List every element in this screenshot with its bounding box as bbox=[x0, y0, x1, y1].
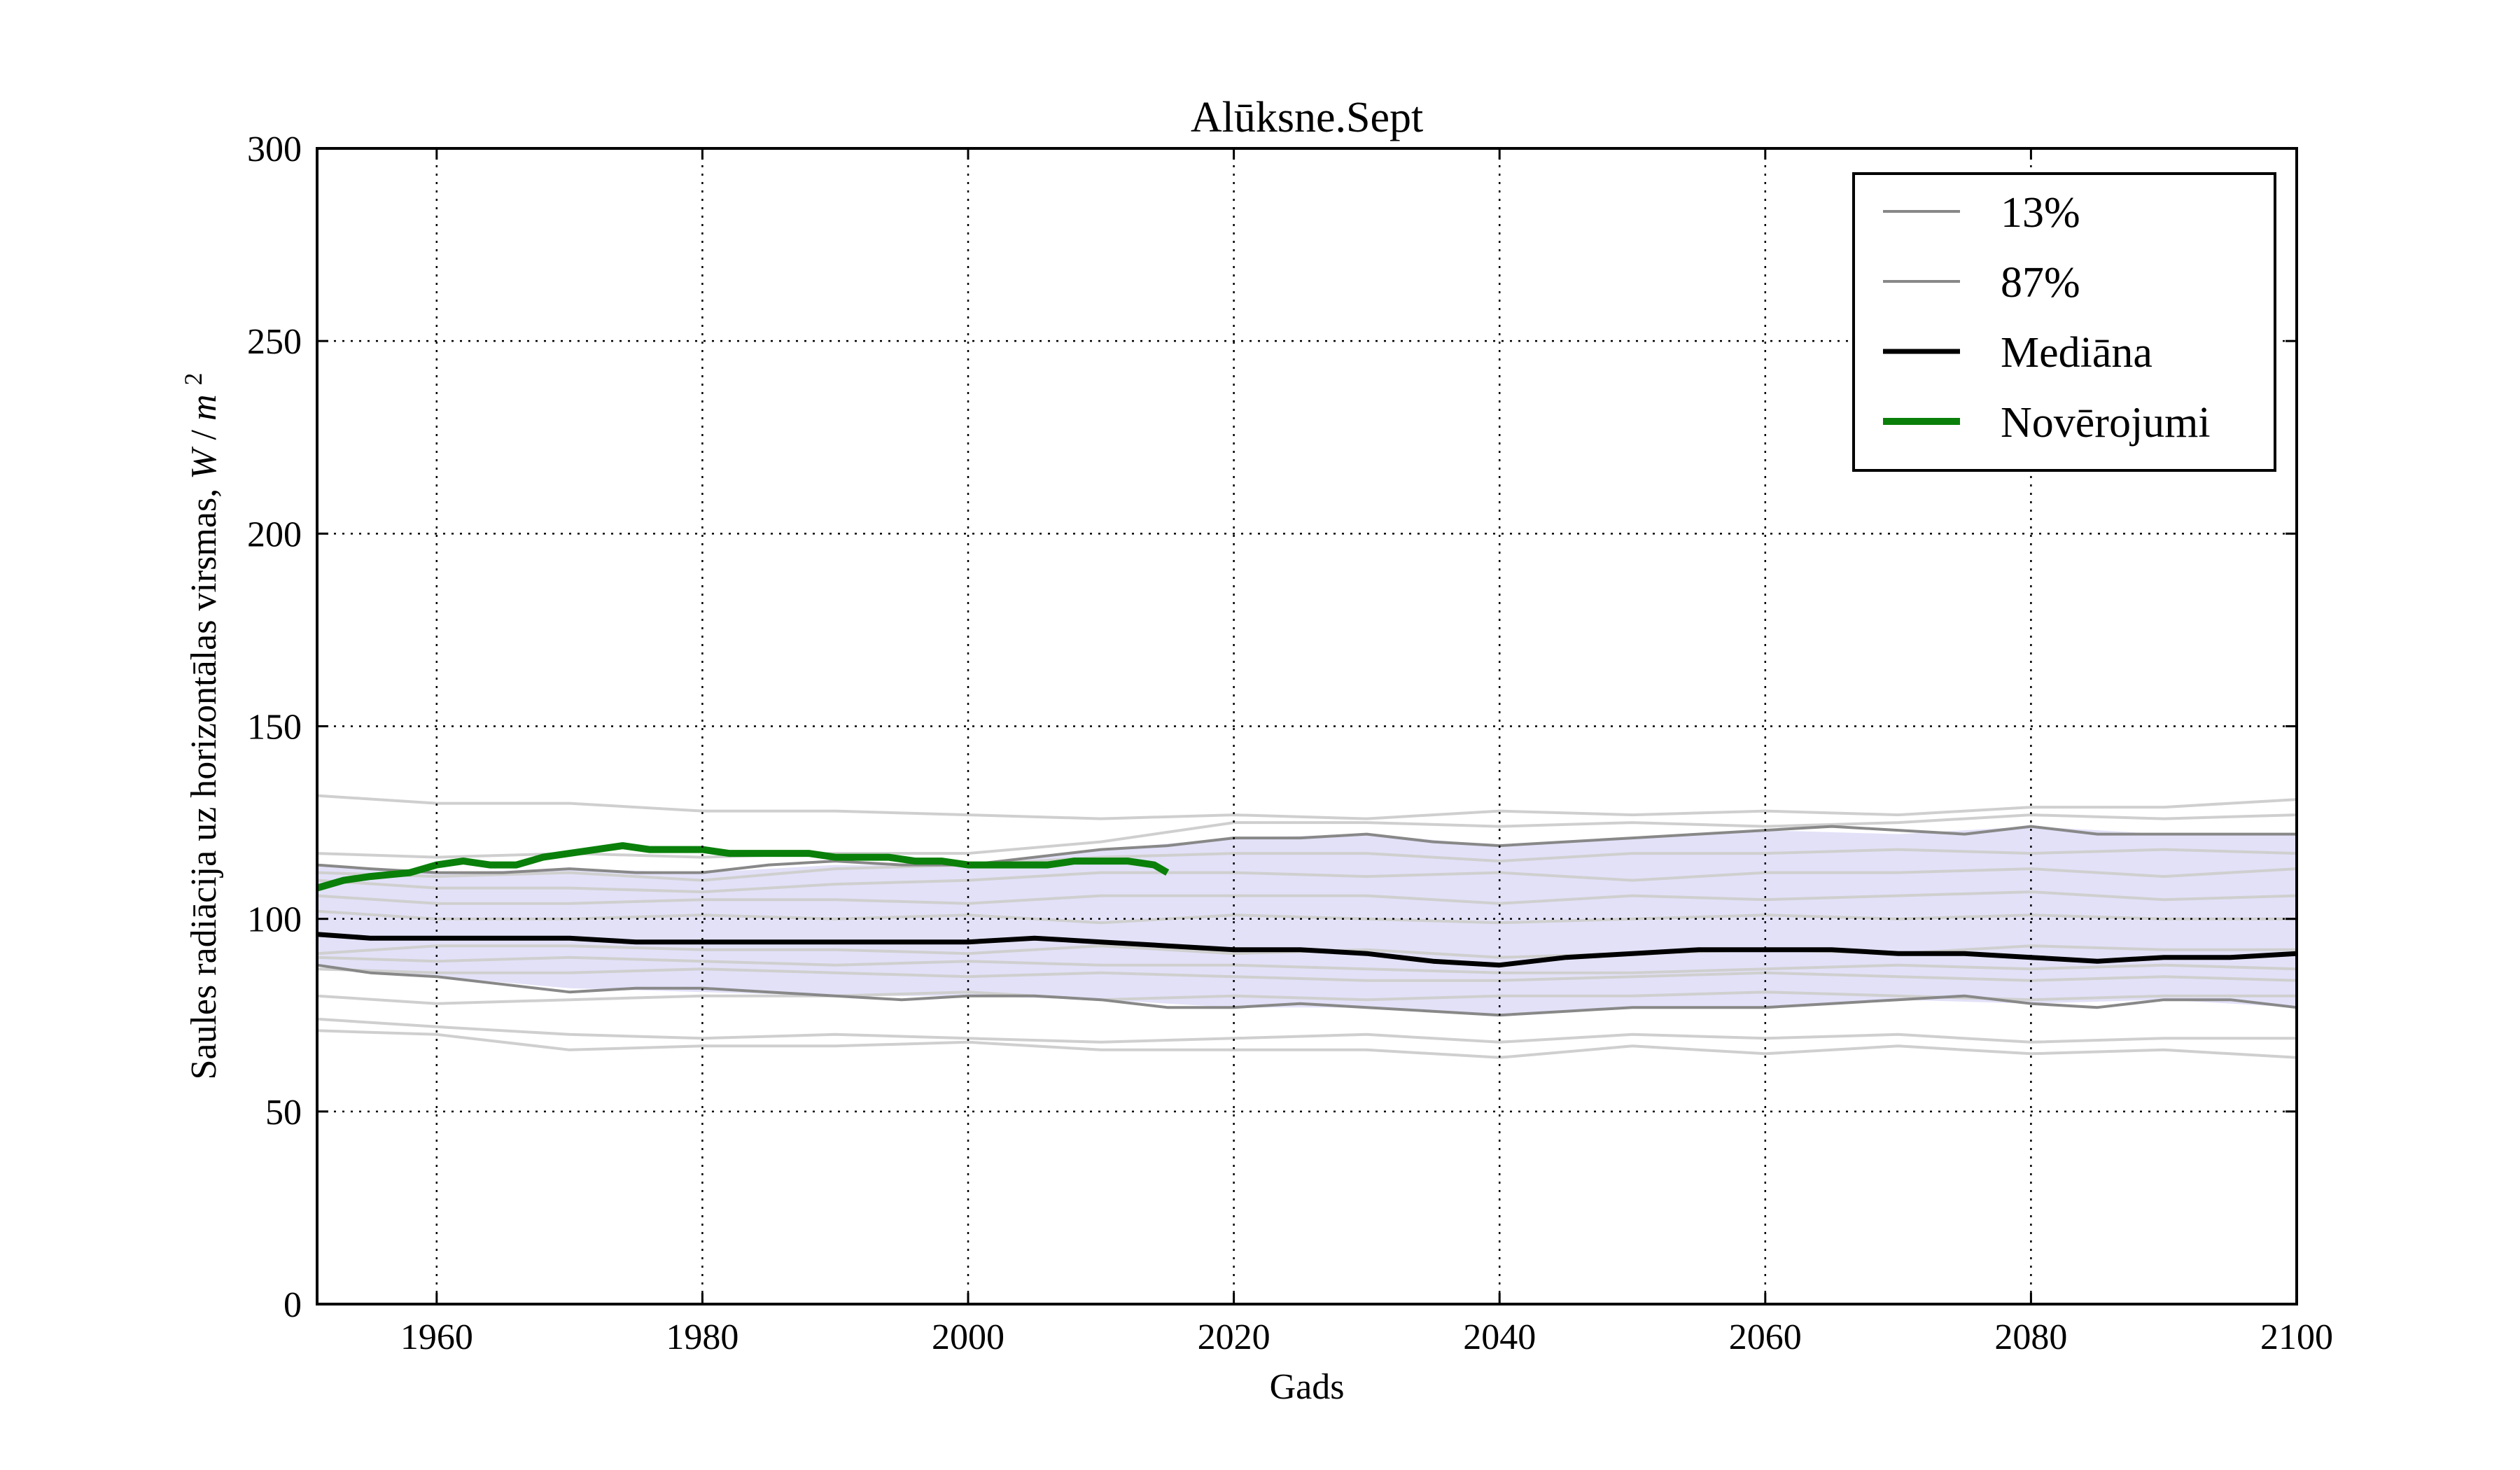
y-axis-label-unit-m: m bbox=[184, 394, 224, 421]
x-tick-label-2000: 2000 bbox=[932, 1317, 1004, 1357]
ensemble-line-11 bbox=[316, 1017, 2297, 1044]
legend-label-nov-rojumi: Novērojumi bbox=[2001, 399, 2211, 447]
x-tick-label-2100: 2100 bbox=[2260, 1317, 2333, 1357]
ensemble-line-2 bbox=[316, 813, 2297, 859]
ensemble-line-1 bbox=[316, 794, 2297, 820]
legend-label-87-: 87% bbox=[2001, 259, 2080, 307]
y-tick-label-100: 100 bbox=[247, 900, 302, 940]
chart-title: Alūksne.Sept bbox=[1191, 94, 1423, 141]
y-tick-label-250: 250 bbox=[247, 322, 302, 362]
legend-label-13-: 13% bbox=[2001, 189, 2080, 237]
x-axis-label: Gads bbox=[1270, 1367, 1345, 1407]
y-axis-label: Saules radiācija uz horizontālas virsmas… bbox=[179, 372, 224, 1079]
legend-label-medi-na: Mediāna bbox=[2001, 329, 2152, 377]
x-tick-label-2040: 2040 bbox=[1463, 1317, 1536, 1357]
x-tick-label-2060: 2060 bbox=[1729, 1317, 1802, 1357]
ensemble-line-8 bbox=[316, 955, 2297, 974]
ensemble-line-6 bbox=[316, 909, 2297, 925]
series-line-nov-rojumi bbox=[316, 842, 1170, 892]
x-tick-label-1980: 1980 bbox=[666, 1317, 738, 1357]
series-line-13- bbox=[316, 963, 2297, 1017]
x-tick-label-1960: 1960 bbox=[400, 1317, 473, 1357]
ensemble-line-12 bbox=[316, 1029, 2297, 1059]
y-axis-label-unit-exponent: 2 bbox=[179, 372, 207, 385]
y-tick-label-300: 300 bbox=[247, 130, 302, 169]
y-tick-label-50: 50 bbox=[265, 1093, 302, 1133]
ensemble-line-4 bbox=[316, 867, 2297, 894]
y-tick-label-0: 0 bbox=[284, 1285, 302, 1325]
y-axis-label-unit-slash: / bbox=[184, 429, 224, 440]
series-line-87- bbox=[316, 825, 2297, 874]
y-axis-label-unit-w: W bbox=[184, 446, 224, 479]
series-line-medi-na bbox=[316, 932, 2297, 968]
y-tick-label-150: 150 bbox=[247, 708, 302, 748]
legend: 13% 87% Mediāna Novērojumi bbox=[1852, 172, 2276, 472]
ensemble-line-5 bbox=[316, 890, 2297, 905]
ensemble-line-10 bbox=[316, 990, 2297, 1005]
y-tick-label-200: 200 bbox=[247, 514, 302, 554]
plot-area bbox=[316, 794, 2297, 1059]
y-axis-label-text: Saules radiācija uz horizontālas virsmas… bbox=[184, 489, 224, 1080]
x-tick-label-2020: 2020 bbox=[1198, 1317, 1270, 1357]
ensemble-line-9 bbox=[316, 967, 2297, 982]
ensemble-line-3 bbox=[316, 848, 2297, 882]
x-tick-label-2080: 2080 bbox=[1994, 1317, 2067, 1357]
axis-ticks: 1960 1980 2000 2020 2040 2060 2080 2100 0 50 100 15… bbox=[247, 130, 2333, 1357]
